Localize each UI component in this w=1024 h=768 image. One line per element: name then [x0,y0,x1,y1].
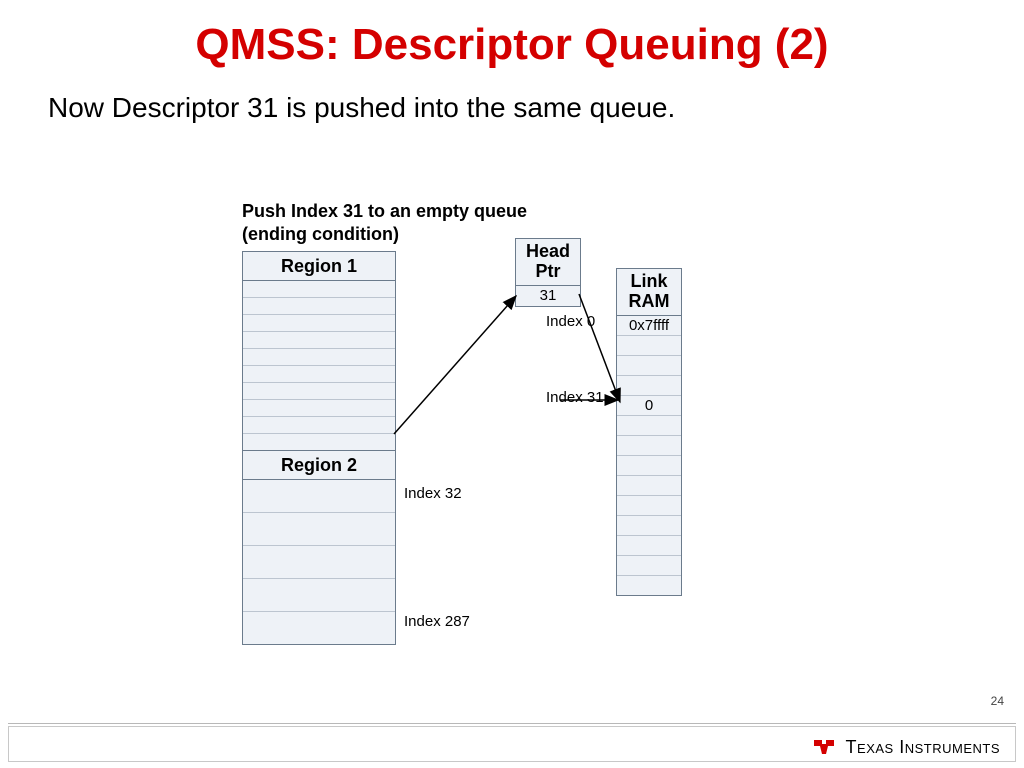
ti-logo: Texas Instruments [812,736,1000,758]
index-label: Index 0 [546,313,595,330]
ti-mark-icon [812,736,838,758]
footer-rule [8,723,1016,724]
index-label: Index 32 [404,485,462,502]
arrow [394,296,516,434]
arrows-svg [0,0,1024,768]
index-label: Index 287 [404,613,470,630]
ti-brand-text: Texas Instruments [846,737,1000,758]
arrow [579,294,620,402]
index-label: Index 31 [546,389,604,406]
page-number: 24 [991,694,1004,708]
